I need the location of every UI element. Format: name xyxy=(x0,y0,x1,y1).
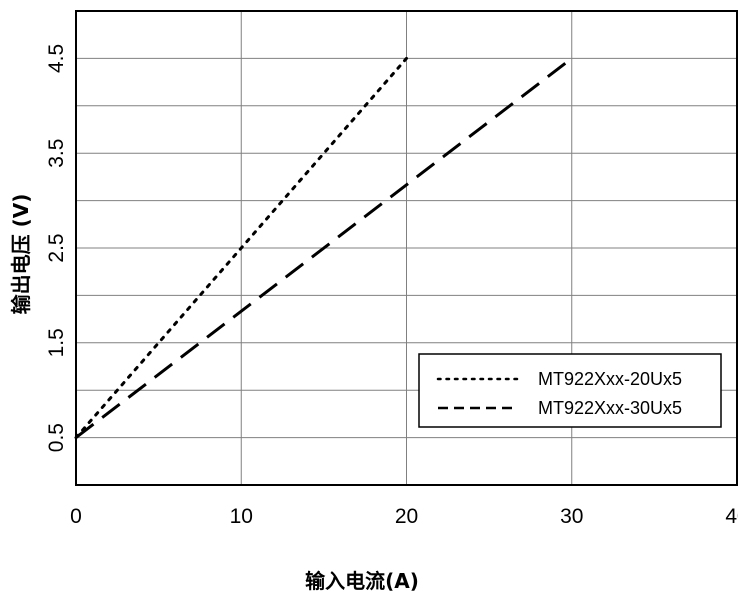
y-tick-label: 4.5 xyxy=(45,44,68,73)
legend-label-1: MT922Xxx-20Ux5 xyxy=(538,369,682,389)
legend-label-2: MT922Xxx-30Ux5 xyxy=(538,398,682,418)
y-tick-label: 3.5 xyxy=(45,139,68,168)
x-tick-label: 10 xyxy=(230,505,253,528)
legend-box xyxy=(418,353,722,428)
y-tick-label: 2.5 xyxy=(45,233,68,262)
series-line-1 xyxy=(74,56,408,440)
series-layer xyxy=(74,56,573,440)
y-tick-label: 1.5 xyxy=(45,328,68,357)
x-axis-title: 输入电流(A) xyxy=(305,569,419,593)
y-axis-title: 输出电压 (V) xyxy=(9,194,33,315)
x-tick-label: 0 xyxy=(70,505,82,528)
legend: MT922Xxx-20Ux5 MT922Xxx-30Ux5 xyxy=(418,353,722,428)
plot-frame xyxy=(75,10,738,486)
x-tick-label: 40 xyxy=(725,505,738,528)
y-tick-labels: 0.5 1.5 2.5 3.5 4.5 xyxy=(45,44,68,452)
y-tick-label: 0.5 xyxy=(45,423,68,452)
x-tick-labels: 0 10 20 30 40 xyxy=(70,505,738,528)
series-line-2 xyxy=(75,57,573,439)
x-tick-label: 20 xyxy=(395,505,418,528)
x-tick-label: 30 xyxy=(560,505,583,528)
grid xyxy=(76,11,737,485)
